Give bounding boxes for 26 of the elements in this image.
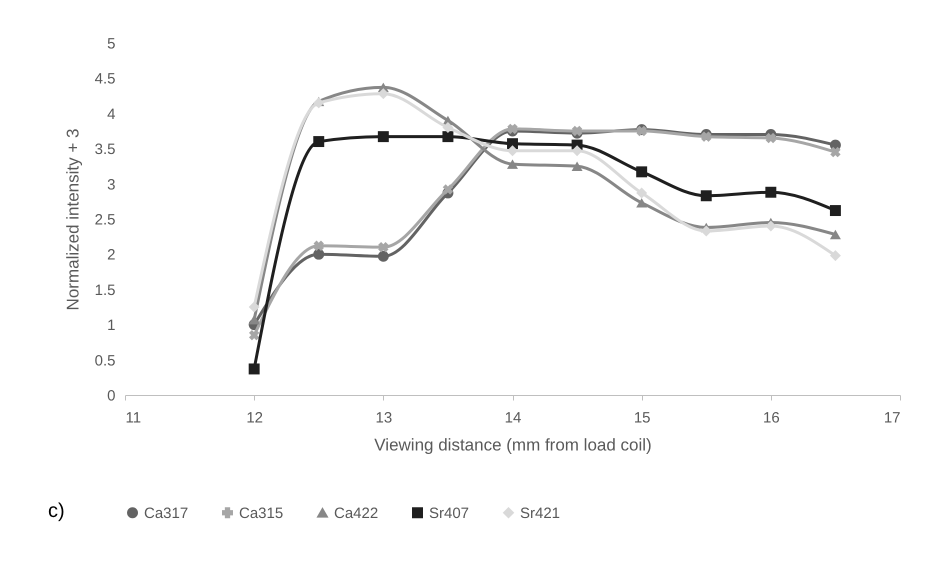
text: c)	[48, 500, 65, 523]
y-tick-label: 1	[107, 317, 116, 334]
x-tick-label: 15	[634, 410, 651, 426]
legend-label: Ca317	[144, 504, 188, 522]
legend-label: Ca315	[239, 504, 284, 522]
y-tick-label: 0	[107, 388, 116, 404]
y-tick-label: 1.5	[94, 282, 116, 299]
y-tick-label: 3	[107, 176, 116, 194]
legend-label: Ca422	[334, 504, 378, 522]
y-tick-label: 4	[107, 106, 116, 123]
legend-label: Sr421	[520, 504, 560, 522]
legend-label: Sr407	[429, 504, 470, 522]
x-tick-label: 14	[504, 410, 522, 426]
y-tick-label: 2	[107, 246, 116, 264]
y-tick-label: 0.5	[94, 352, 116, 370]
x-tick-label: 11	[126, 410, 142, 426]
x-tick-label: 16	[762, 410, 780, 426]
y-axis-title: Normalized intensity + 3	[64, 128, 83, 310]
y-tick-label: 5	[107, 36, 116, 52]
y-tick-label: 4.5	[94, 70, 116, 88]
y-tick-label: 2.5	[94, 212, 116, 228]
x-tick-label: 13	[375, 410, 392, 426]
x-axis-title: Viewing distance (mm from load coil)	[374, 436, 652, 454]
y-tick-label: 3.5	[94, 141, 116, 158]
x-tick-label: 12	[246, 410, 264, 426]
x-tick-label: 17	[884, 410, 900, 426]
